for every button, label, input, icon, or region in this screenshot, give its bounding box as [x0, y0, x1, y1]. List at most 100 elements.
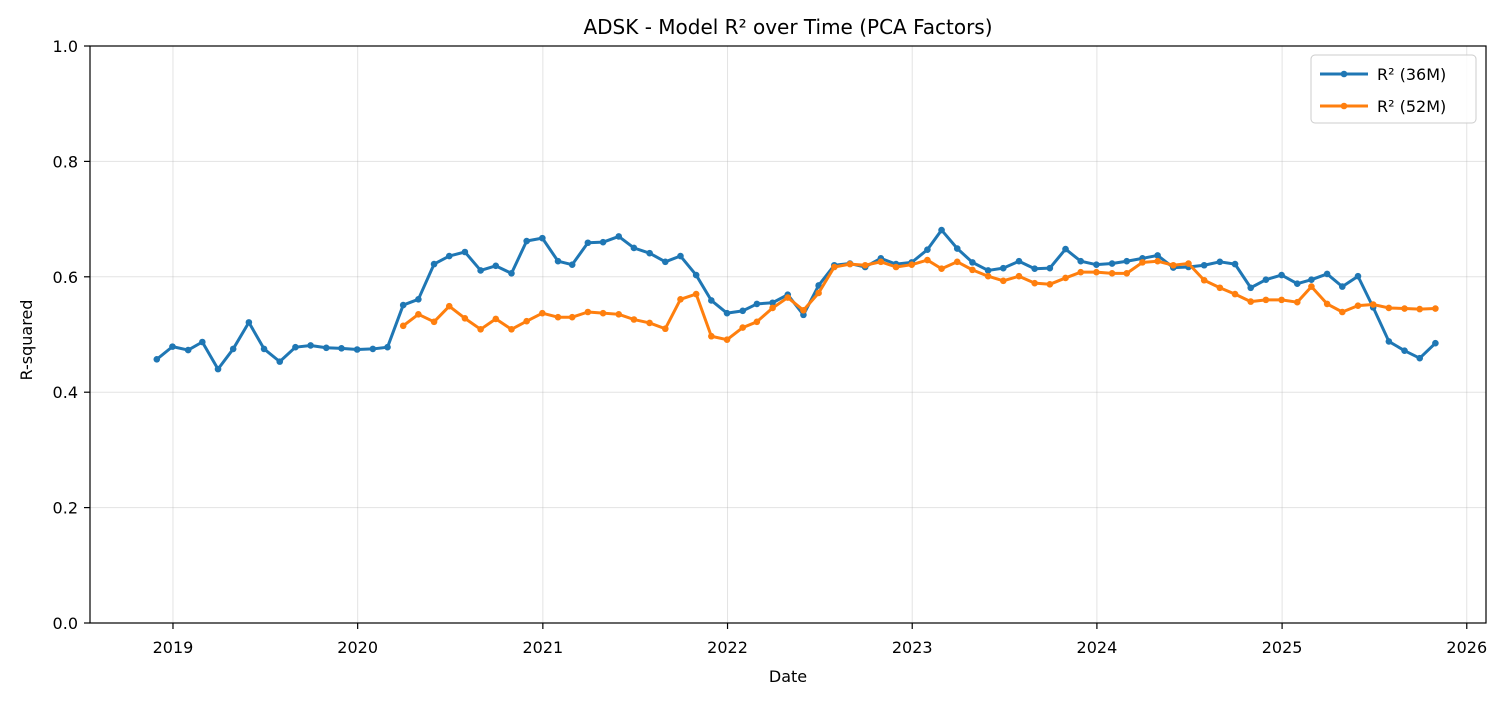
data-point [769, 304, 776, 312]
data-point [953, 258, 961, 266]
y-axis-title: R-squared [17, 300, 36, 381]
data-point [245, 319, 253, 326]
legend-entry: R² (36M) [1320, 65, 1446, 84]
data-point [1293, 280, 1301, 288]
legend-label: R² (36M) [1377, 65, 1446, 84]
data-point [1354, 302, 1362, 309]
data-point [969, 259, 976, 266]
data-point [630, 316, 638, 323]
x-tick-label: 2019 [153, 638, 194, 657]
data-point [554, 313, 562, 321]
data-point [1385, 304, 1393, 312]
x-tick-label: 2021 [522, 638, 563, 657]
data-point [539, 309, 546, 317]
data-point [938, 226, 945, 234]
data-point [1062, 274, 1069, 282]
data-point [692, 271, 700, 279]
data-point [815, 289, 822, 297]
data-point [938, 265, 945, 273]
data-point [969, 266, 976, 274]
data-point [1401, 347, 1408, 354]
data-point [1339, 308, 1346, 316]
data-point [492, 315, 500, 323]
data-point [492, 262, 500, 270]
data-point [1200, 261, 1208, 269]
data-point [508, 270, 515, 277]
data-point [199, 338, 206, 346]
data-point [1216, 258, 1224, 266]
data-point [646, 249, 653, 257]
legend-label: R² (52M) [1377, 97, 1446, 116]
data-point [800, 306, 807, 314]
data-point [1354, 272, 1362, 280]
data-point [523, 317, 530, 325]
data-point [877, 258, 885, 266]
data-point [338, 345, 345, 352]
x-tick-label: 2023 [892, 638, 933, 657]
data-point [1278, 296, 1285, 304]
data-point [1093, 261, 1100, 268]
data-point [399, 322, 407, 330]
series-layer [153, 226, 1439, 373]
data-point [1231, 260, 1239, 268]
data-point [1093, 268, 1100, 276]
data-point [739, 307, 747, 315]
data-point [615, 311, 623, 318]
data-point [999, 264, 1007, 272]
data-point [1416, 305, 1424, 313]
data-point [1262, 276, 1270, 283]
data-point [384, 343, 391, 351]
data-point [369, 345, 377, 353]
data-point [1262, 296, 1270, 304]
data-point [1278, 271, 1285, 279]
data-point [892, 263, 900, 271]
data-point [1108, 260, 1116, 267]
data-point [815, 282, 822, 289]
data-point [1200, 276, 1208, 284]
data-point [477, 267, 484, 274]
data-point [322, 344, 330, 352]
data-point [1015, 272, 1023, 280]
data-point [1139, 259, 1146, 266]
data-point [1123, 257, 1131, 265]
data-point [430, 260, 438, 268]
data-point [1339, 283, 1346, 290]
data-point [1247, 298, 1255, 305]
y-tick-label: 0.6 [53, 268, 78, 287]
data-point [260, 345, 268, 353]
data-point [461, 315, 469, 322]
data-point [1385, 338, 1393, 345]
data-point [1108, 270, 1116, 277]
data-point [1293, 298, 1301, 306]
data-point [1416, 354, 1424, 362]
x-tick-label: 2024 [1077, 638, 1118, 657]
data-point [739, 324, 747, 331]
data-point [908, 261, 916, 268]
chart-title: ADSK - Model R² over Time (PCA Factors) [583, 15, 992, 39]
data-point [169, 343, 176, 350]
data-point [599, 309, 607, 317]
data-point [1062, 245, 1069, 253]
data-point [1015, 257, 1023, 265]
data-point [1031, 265, 1038, 273]
data-point [708, 297, 715, 304]
data-point [1170, 261, 1177, 269]
data-point [539, 234, 546, 242]
data-point [677, 252, 684, 260]
data-point [214, 365, 222, 373]
data-point [708, 332, 715, 340]
legend-entry: R² (52M) [1320, 97, 1446, 116]
data-point [415, 296, 422, 303]
data-point [461, 248, 469, 256]
x-axis: 2019 2020 2021 2022 2023 2024 2025 2026 [153, 623, 1487, 657]
data-point [984, 267, 992, 274]
x-tick-label: 2022 [707, 638, 748, 657]
data-point [769, 299, 776, 307]
data-point [229, 345, 237, 353]
x-tick-label: 2026 [1446, 638, 1487, 657]
data-point [1432, 339, 1439, 347]
data-point [800, 311, 807, 319]
data-point [1123, 270, 1131, 277]
